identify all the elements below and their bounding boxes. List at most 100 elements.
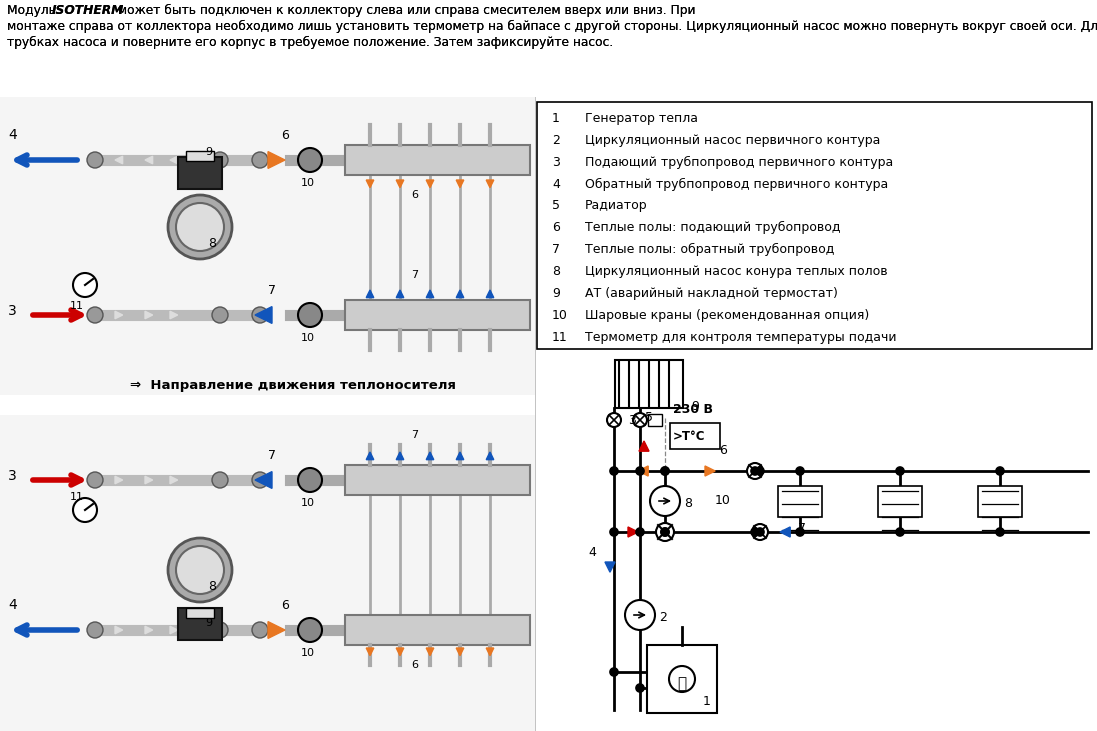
Circle shape [796,467,804,475]
Polygon shape [456,648,464,656]
Polygon shape [366,290,374,298]
Text: 1: 1 [552,112,559,125]
Polygon shape [115,156,123,164]
Polygon shape [486,648,494,656]
Circle shape [87,307,103,323]
Text: Модуль: Модуль [7,4,59,17]
Polygon shape [366,180,374,188]
Circle shape [625,600,655,630]
Bar [344,615,530,645]
Polygon shape [396,648,404,656]
Text: 6: 6 [281,129,289,142]
Bar [648,414,661,426]
Text: 10: 10 [301,178,315,188]
Bar [344,300,530,330]
Circle shape [636,467,644,475]
Text: Циркуляционный насос конура теплых полов: Циркуляционный насос конура теплых полов [585,265,887,278]
Polygon shape [486,290,494,298]
Text: Модуль: Модуль [7,4,59,17]
Bar [178,157,222,189]
Polygon shape [255,471,272,488]
Circle shape [73,273,97,297]
Polygon shape [427,180,433,188]
Text: Подающий трубпопровод первичного контура: Подающий трубпопровод первичного контура [585,156,893,169]
Circle shape [212,622,228,638]
Bar [186,608,214,618]
Circle shape [661,528,669,536]
Text: трубках насоса и поверните его корпус в требуемое положение. Затем зафиксируйте : трубках насоса и поверните его корпус в … [7,36,613,49]
Polygon shape [145,311,152,319]
Polygon shape [255,306,272,323]
Bar [178,608,222,640]
Circle shape [996,467,1004,475]
Polygon shape [638,441,649,451]
Text: >T°C: >T°C [672,430,705,442]
Polygon shape [170,311,178,319]
Circle shape [756,467,764,475]
Text: монтаже справа от коллектора необходимо лишь установить термометр на байпасе с д: монтаже справа от коллектора необходимо … [7,20,1097,33]
Polygon shape [268,621,285,638]
Text: ISOTHERM: ISOTHERM [52,4,124,17]
Text: 6: 6 [552,221,559,235]
Text: 6: 6 [411,190,418,200]
Text: 11: 11 [70,492,84,502]
Circle shape [212,472,228,488]
Text: может быть подключен к коллектору слева или справа смесителем вверх или вниз. Пр: может быть подключен к коллектору слева … [114,4,695,17]
Text: 7: 7 [268,284,276,297]
Text: 10: 10 [552,308,568,322]
Polygon shape [456,452,464,460]
Bar [615,360,683,408]
Circle shape [661,528,669,536]
Polygon shape [170,156,178,164]
Circle shape [636,528,644,536]
Polygon shape [486,452,494,460]
Circle shape [73,498,97,522]
Text: 8: 8 [208,237,216,250]
Text: может быть подключен к коллектору слева или справа смесителем вверх или вниз. Пр: может быть подключен к коллектору слева … [114,4,695,17]
Bar [0,415,535,731]
Polygon shape [427,452,433,460]
Bar [647,645,717,713]
Text: 11: 11 [552,330,568,344]
Bar [979,486,1022,517]
Circle shape [168,538,231,602]
Text: 7: 7 [798,521,806,534]
Circle shape [633,413,647,427]
Polygon shape [170,626,178,634]
Polygon shape [145,156,152,164]
Circle shape [636,684,644,692]
Circle shape [796,528,804,536]
Text: 8: 8 [552,265,559,278]
Text: 9: 9 [691,400,699,413]
Polygon shape [115,476,123,484]
Polygon shape [366,452,374,460]
Circle shape [896,528,904,536]
Polygon shape [427,648,433,656]
Circle shape [252,152,268,168]
Polygon shape [115,311,123,319]
Circle shape [298,618,323,642]
Text: 2: 2 [659,611,667,624]
Circle shape [661,467,669,475]
Text: Обратный трубпопровод первичного контура: Обратный трубпопровод первичного контура [585,178,889,191]
Bar [0,0,1097,96]
Text: 10: 10 [301,648,315,658]
Text: 3: 3 [629,414,636,428]
Circle shape [747,463,764,479]
Text: Теплые полы: подающий трубопровод: Теплые полы: подающий трубопровод [585,221,840,235]
Bar [344,145,530,175]
Polygon shape [396,180,404,188]
Text: Генератор тепла: Генератор тепла [585,112,698,125]
Text: 4: 4 [8,598,16,612]
Circle shape [661,467,669,475]
Text: 4: 4 [552,178,559,191]
Circle shape [610,528,618,536]
Circle shape [656,523,674,541]
Circle shape [87,622,103,638]
Polygon shape [604,562,615,572]
Text: 7: 7 [268,449,276,462]
Text: трубках насоса и поверните его корпус в требуемое положение. Затем зафиксируйте : трубках насоса и поверните его корпус в … [7,36,613,49]
Text: Термометр для контроля температуры подачи: Термометр для контроля температуры подач… [585,330,896,344]
Text: 9: 9 [205,147,212,157]
Circle shape [751,528,759,536]
